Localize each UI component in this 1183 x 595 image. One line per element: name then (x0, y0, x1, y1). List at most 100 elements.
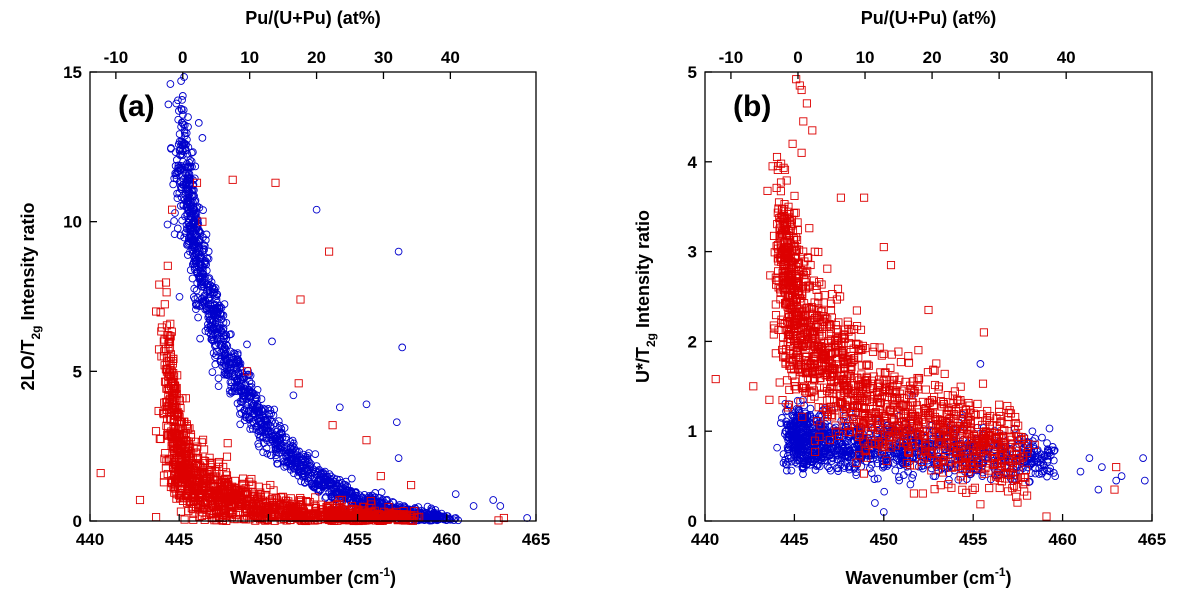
data-point (1051, 472, 1060, 481)
data-point (430, 508, 438, 517)
data-point (962, 488, 971, 497)
data-point (183, 457, 192, 466)
data-point (204, 467, 214, 476)
data-point (256, 490, 265, 499)
data-point-outlier (294, 379, 303, 388)
data-point (282, 453, 291, 461)
data-point (332, 490, 341, 498)
data-point (200, 469, 209, 478)
data-point (267, 435, 276, 444)
data-point (813, 452, 822, 461)
data-point (299, 450, 308, 459)
data-point (182, 473, 191, 482)
data-point (800, 382, 809, 391)
data-point (807, 445, 815, 453)
data-point (315, 465, 324, 474)
data-point (163, 261, 172, 270)
data-point (179, 175, 188, 183)
data-point (978, 379, 988, 388)
data-point (880, 369, 889, 378)
data-point (163, 371, 173, 380)
data-point-outlier (1140, 476, 1149, 485)
data-point (185, 174, 194, 183)
data-point (214, 374, 223, 383)
data-point (776, 178, 786, 187)
data-point (225, 386, 234, 395)
data-point (188, 274, 197, 283)
data-point (176, 151, 184, 159)
data-point (272, 444, 280, 453)
data-point (823, 462, 832, 471)
data-point (428, 516, 437, 525)
data-point (212, 505, 221, 514)
data-point (222, 331, 231, 339)
data-point (187, 449, 196, 458)
data-point (292, 454, 301, 463)
data-point-outlier (1117, 472, 1126, 480)
data-point (189, 148, 197, 156)
data-point (833, 284, 843, 293)
data-point (184, 173, 192, 182)
data-point (906, 480, 915, 489)
data-point (236, 410, 244, 418)
data-point (180, 73, 188, 81)
data-point (181, 394, 190, 403)
data-point (892, 454, 901, 463)
data-point (771, 300, 780, 309)
data-point (273, 459, 282, 468)
data-point (311, 516, 320, 525)
data-point (309, 510, 318, 519)
x2-tick-label: 40 (441, 48, 460, 67)
data-point (169, 385, 178, 394)
data-point (164, 344, 173, 353)
data-point (1044, 446, 1053, 455)
data-point (215, 457, 224, 467)
data-point (855, 428, 863, 437)
data-point (270, 512, 279, 521)
data-point (190, 241, 198, 250)
data-point-outlier (192, 178, 202, 187)
data-point (831, 427, 840, 436)
data-point (786, 419, 795, 428)
data-point (946, 413, 955, 423)
data-point (897, 453, 905, 461)
data-point (796, 413, 804, 422)
data-point (375, 512, 384, 521)
data-point (160, 398, 169, 407)
data-point (306, 473, 315, 481)
data-point (196, 334, 204, 343)
data-point (221, 468, 231, 477)
data-point (833, 446, 842, 454)
data-point (211, 360, 220, 369)
data-point (1049, 456, 1058, 465)
data-point (309, 465, 318, 474)
data-point (176, 507, 185, 516)
data-point (170, 488, 179, 497)
y-tick-label: 0 (73, 512, 82, 531)
data-point (793, 396, 802, 405)
data-point (921, 385, 930, 394)
data-point (827, 457, 836, 465)
data-point (243, 511, 252, 520)
data-point (193, 442, 202, 451)
data-point (1003, 401, 1012, 411)
data-point-outlier (268, 337, 276, 346)
data-point (940, 369, 949, 378)
data-point (231, 489, 240, 498)
data-point (286, 450, 295, 459)
data-point (828, 453, 836, 462)
data-point (812, 462, 821, 470)
data-point (285, 459, 294, 468)
data-point (821, 420, 830, 428)
data-point (248, 401, 257, 410)
data-point (183, 424, 193, 433)
data-point (272, 455, 281, 463)
data-point (335, 479, 343, 488)
data-point (267, 417, 276, 426)
data-point (221, 349, 230, 358)
data-point (1029, 442, 1038, 451)
x-tick-label: 440 (76, 530, 104, 549)
data-point (366, 508, 376, 517)
data-point-outlier (489, 496, 498, 504)
